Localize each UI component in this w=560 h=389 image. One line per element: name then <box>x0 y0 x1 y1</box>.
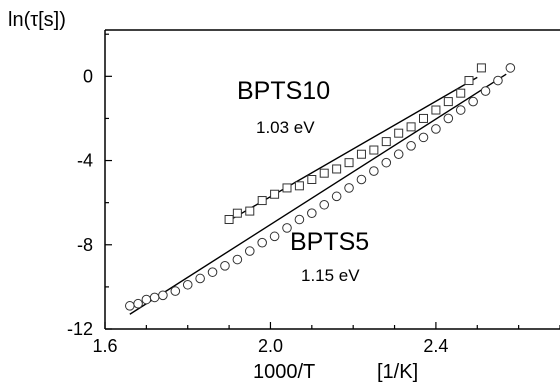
point-bpts5 <box>244 246 255 256</box>
series-label-bpts5: BPTS5 <box>290 228 369 256</box>
point-bpts10 <box>394 128 404 138</box>
point-bpts10 <box>319 168 329 178</box>
point-bpts5 <box>170 286 181 296</box>
point-bpts5 <box>505 63 516 73</box>
plot-frame <box>104 29 560 330</box>
point-bpts5 <box>182 279 193 290</box>
point-bpts10 <box>257 196 267 206</box>
point-bpts5 <box>220 261 230 271</box>
point-bpts10 <box>224 215 234 225</box>
point-bpts5 <box>331 191 342 202</box>
y-tick-label: -12 <box>67 319 93 339</box>
energy-label-bpts5: 1.15 eV <box>301 266 360 285</box>
x-tick-label: 2.0 <box>258 336 283 356</box>
y-tick-label: 0 <box>83 66 93 86</box>
point-bpts5 <box>418 132 429 143</box>
point-bpts5 <box>149 292 160 303</box>
point-bpts5 <box>294 214 305 225</box>
y-axis-label: ln(τ[s]) <box>8 9 66 31</box>
point-bpts5 <box>133 298 143 309</box>
point-bpts10 <box>356 149 366 159</box>
x-axis-unit: [1/K] <box>377 361 418 383</box>
point-bpts10 <box>332 164 342 174</box>
data-points <box>125 63 516 311</box>
x-axis-label: 1000/T <box>253 361 315 383</box>
point-bpts5 <box>431 124 441 134</box>
point-bpts5 <box>381 157 392 168</box>
point-bpts5 <box>207 267 218 277</box>
point-bpts10 <box>464 76 474 86</box>
point-bpts5 <box>125 301 135 311</box>
point-bpts5 <box>393 149 404 160</box>
y-tick-label: -8 <box>77 235 93 255</box>
point-bpts5 <box>493 75 503 86</box>
point-bpts5 <box>282 223 292 233</box>
axis-ticks: 0 -4 -8 -121.6 2.0 2.4 <box>67 33 560 356</box>
point-bpts10 <box>344 158 354 168</box>
point-bpts10 <box>369 145 379 155</box>
point-bpts10 <box>406 122 416 132</box>
point-bpts10 <box>245 206 255 216</box>
point-bpts10 <box>282 183 292 193</box>
point-bpts5 <box>158 290 168 301</box>
point-bpts10 <box>419 113 428 123</box>
point-bpts5 <box>319 199 330 210</box>
point-bpts5 <box>369 166 379 176</box>
point-bpts5 <box>195 273 205 284</box>
point-bpts5 <box>232 254 243 265</box>
energy-label-bpts10: 1.03 eV <box>256 118 315 137</box>
point-bpts5 <box>307 208 317 218</box>
point-bpts10 <box>232 208 242 218</box>
point-bpts10 <box>431 105 441 115</box>
point-bpts5 <box>141 294 152 305</box>
point-bpts10 <box>381 137 391 147</box>
point-bpts5 <box>344 183 354 193</box>
point-bpts5 <box>480 86 491 96</box>
point-bpts10 <box>270 189 280 199</box>
series-label-bpts10: BPTS10 <box>237 77 330 105</box>
point-bpts5 <box>455 105 466 115</box>
point-bpts5 <box>356 174 367 185</box>
point-bpts10 <box>476 63 486 73</box>
y-tick-label: -4 <box>77 151 93 171</box>
fit-line-bpts5 <box>129 73 507 315</box>
x-tick-label: 1.6 <box>92 336 117 356</box>
point-bpts5 <box>443 113 454 124</box>
point-bpts5 <box>468 96 478 107</box>
point-bpts5 <box>257 237 267 248</box>
point-bpts10 <box>307 175 317 184</box>
point-bpts10 <box>294 181 304 191</box>
point-bpts5 <box>406 141 416 151</box>
x-tick-label: 2.4 <box>423 336 448 356</box>
point-bpts10 <box>443 97 453 107</box>
point-bpts10 <box>456 88 466 98</box>
point-bpts5 <box>269 231 280 242</box>
